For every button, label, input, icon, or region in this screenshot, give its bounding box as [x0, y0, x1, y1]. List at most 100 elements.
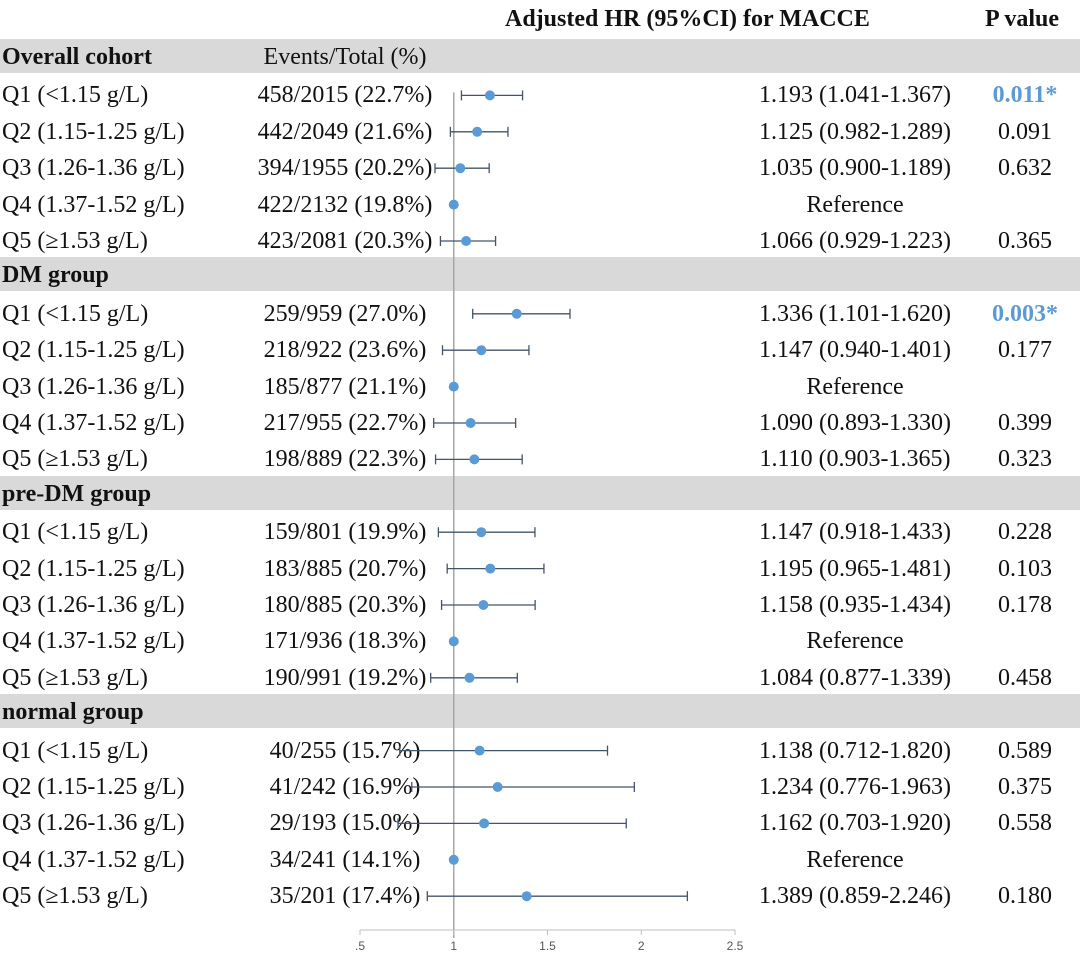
row-label: Q4 (1.37-1.52 g/L) [2, 846, 185, 873]
hr-point [511, 308, 522, 319]
events-total: 180/885 (20.3%) [263, 592, 427, 618]
hr-ci-text: Reference [806, 191, 904, 218]
hr-ci-text: Reference [806, 846, 904, 873]
hr-ci-text: 1.090 (0.893-1.330) [759, 410, 951, 436]
p-value: 0.011* [992, 82, 1058, 109]
row-label: Q2 (1.15-1.25 g/L) [2, 774, 185, 800]
hr-ci-text: 1.158 (0.935-1.434) [759, 592, 951, 618]
p-value: 0.589 [998, 737, 1052, 764]
hr-ci-text: 1.138 (0.712-1.820) [759, 737, 951, 764]
p-value: 0.399 [998, 410, 1052, 436]
hr-ci-text: Reference [806, 628, 904, 655]
row-label: Q4 (1.37-1.52 g/L) [2, 191, 185, 218]
hr-point [472, 126, 483, 137]
row-label: Q3 (1.26-1.36 g/L) [2, 155, 185, 182]
events-total: 159/801 (19.9%) [263, 519, 427, 546]
hr-ci-text: 1.147 (0.940-1.401) [759, 337, 951, 364]
row-label: Q4 (1.37-1.52 g/L) [2, 628, 185, 655]
events-total: 171/936 (18.3%) [263, 628, 427, 655]
group-title: normal group [2, 699, 144, 726]
events-total: 218/922 (23.6%) [263, 337, 427, 364]
hr-ci-text: 1.110 (0.903-1.365) [759, 446, 951, 473]
row-label: Q1 (<1.15 g/L) [2, 82, 149, 109]
x-tick-label: 2 [638, 939, 645, 953]
p-value: 0.003* [992, 300, 1058, 327]
p-value: 0.323 [998, 446, 1052, 473]
p-value: 0.558 [998, 810, 1052, 837]
group-band [0, 257, 1080, 292]
row-label: Q3 (1.26-1.36 g/L) [2, 592, 185, 618]
p-value: 0.178 [998, 592, 1052, 618]
hr-point [474, 745, 485, 756]
p-value: 0.228 [998, 519, 1052, 546]
group-title: Overall cohort [2, 44, 152, 70]
hr-point [448, 636, 459, 647]
events-total: 259/959 (27.0%) [263, 300, 427, 327]
x-tick-label: 1 [450, 939, 457, 953]
events-total: 198/889 (22.3%) [263, 446, 427, 473]
row-label: Q1 (<1.15 g/L) [2, 300, 149, 327]
group-title: DM group [2, 262, 109, 289]
group-band [0, 39, 1080, 73]
hr-ci-text: 1.035 (0.900-1.189) [759, 155, 951, 182]
hr-point [492, 782, 503, 792]
events-total: 34/241 (14.1%) [269, 846, 421, 873]
hr-ci-text: 1.147 (0.918-1.433) [759, 519, 951, 546]
hr-ci-text: 1.125 (0.982-1.289) [759, 118, 951, 145]
p-value: 0.458 [998, 664, 1052, 691]
hr-point [448, 381, 459, 392]
hr-point [478, 600, 489, 610]
hr-point [484, 90, 495, 101]
x-tick-label: .5 [355, 939, 365, 953]
p-value-column-header: P value [985, 6, 1060, 32]
row-label: Q2 (1.15-1.25 g/L) [2, 118, 185, 145]
events-column-header: Events/Total (%) [263, 44, 427, 70]
events-total: 183/885 (20.7%) [263, 555, 427, 582]
row-label: Q5 (≥1.53 g/L) [2, 883, 148, 910]
events-total: 422/2132 (19.8%) [257, 191, 433, 218]
row-label: Q1 (<1.15 g/L) [2, 737, 149, 764]
row-label: Q2 (1.15-1.25 g/L) [2, 555, 185, 582]
group-band [0, 475, 1080, 510]
p-value: 0.103 [998, 555, 1052, 582]
events-total: 190/991 (19.2%) [263, 664, 427, 691]
hr-point [461, 236, 472, 246]
hr-column-header: Adjusted HR (95%CI) for MACCE [505, 6, 870, 32]
p-value: 0.091 [998, 118, 1052, 145]
hr-ci-text: 1.084 (0.877-1.339) [759, 664, 951, 691]
x-tick-label: 2.5 [727, 939, 744, 953]
events-total: 29/193 (15.0%) [269, 810, 421, 837]
group-band [0, 694, 1080, 729]
row-label: Q2 (1.15-1.25 g/L) [2, 337, 185, 364]
hr-ci-text: 1.195 (0.965-1.481) [759, 555, 951, 582]
hr-point [448, 854, 459, 865]
events-total: 185/877 (21.1%) [263, 373, 427, 400]
hr-ci-text: 1.162 (0.703-1.920) [759, 810, 951, 837]
row-label: Q3 (1.26-1.36 g/L) [2, 810, 185, 837]
row-label: Q3 (1.26-1.36 g/L) [2, 373, 185, 400]
hr-point [455, 163, 466, 174]
events-total: 41/242 (16.9%) [269, 774, 421, 800]
group-title: pre-DM group [2, 480, 152, 507]
p-value: 0.177 [998, 337, 1052, 364]
hr-point [485, 563, 496, 574]
events-total: 40/255 (15.7%) [269, 737, 421, 764]
row-label: Q5 (≥1.53 g/L) [2, 664, 148, 691]
row-label: Q5 (≥1.53 g/L) [2, 446, 148, 473]
hr-ci-text: 1.336 (1.101-1.620) [759, 300, 951, 327]
events-total: 394/1955 (20.2%) [257, 155, 433, 182]
events-total: 35/201 (17.4%) [269, 883, 421, 910]
hr-ci-text: 1.389 (0.859-2.246) [759, 883, 951, 910]
p-value: 0.632 [998, 155, 1052, 182]
hr-ci-text: 1.193 (1.041-1.367) [759, 82, 951, 109]
x-tick-label: 1.5 [539, 939, 556, 953]
hr-ci-text: Reference [806, 373, 904, 400]
hr-point [465, 418, 476, 428]
p-value: 0.180 [998, 883, 1052, 910]
hr-point [469, 454, 480, 465]
hr-point [448, 199, 459, 210]
hr-ci-text: 1.066 (0.929-1.223) [759, 228, 951, 254]
row-label: Q4 (1.37-1.52 g/L) [2, 410, 185, 436]
p-value: 0.375 [998, 774, 1052, 800]
